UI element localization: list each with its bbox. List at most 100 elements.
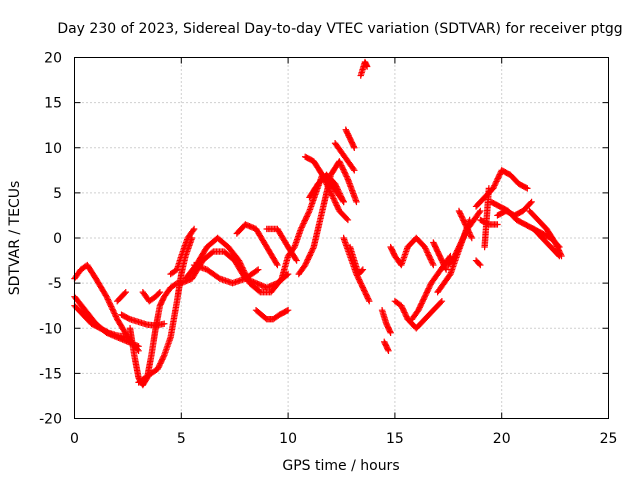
data-point <box>426 253 433 260</box>
data-point <box>277 276 284 284</box>
data-point <box>339 195 346 203</box>
data-point <box>293 257 300 264</box>
data-point <box>340 198 347 206</box>
data-point <box>274 261 281 269</box>
data-point <box>333 184 341 192</box>
data-point <box>528 198 535 206</box>
data-point <box>493 176 501 184</box>
data-point <box>427 256 434 263</box>
series-trace-26 <box>381 338 392 355</box>
data-point <box>438 297 446 305</box>
data-point <box>425 252 432 259</box>
data-point <box>485 185 493 192</box>
series-trace-21 <box>342 126 358 151</box>
data-point <box>301 261 309 269</box>
data-point <box>324 184 332 191</box>
data-point <box>334 204 342 212</box>
data-point <box>429 260 436 267</box>
data-point <box>333 183 340 190</box>
data-point <box>495 172 503 180</box>
data-point <box>253 267 261 274</box>
data-point <box>105 297 112 305</box>
series-trace-14 <box>252 307 292 323</box>
data-point <box>156 288 164 296</box>
data-point <box>108 304 116 312</box>
data-point <box>325 185 333 192</box>
data-point <box>331 198 338 205</box>
data-point <box>337 160 344 168</box>
series-trace-3 <box>71 302 132 341</box>
data-point <box>336 158 343 165</box>
data-point <box>384 346 392 353</box>
data-point <box>110 308 118 316</box>
series-trace-28 <box>391 297 446 332</box>
y-tick-label: 20 <box>44 51 62 67</box>
data-point <box>351 167 358 174</box>
y-tick-label: -10 <box>39 321 62 337</box>
series-trace-12 <box>190 261 262 287</box>
series-trace-24 <box>357 58 371 79</box>
data-point <box>304 210 312 217</box>
data-point <box>333 202 340 209</box>
data-point <box>326 186 333 194</box>
data-point <box>330 195 337 202</box>
data-point <box>365 296 372 304</box>
data-point <box>190 225 198 233</box>
data-point <box>494 221 501 228</box>
data-point <box>304 211 311 219</box>
data-point <box>239 264 246 271</box>
data-point <box>237 261 245 268</box>
data-point <box>122 288 129 296</box>
data-point <box>335 188 343 196</box>
series-trace-33 <box>455 207 475 242</box>
data-point <box>327 189 335 197</box>
data-point <box>161 320 168 327</box>
data-point <box>446 272 453 279</box>
data-point <box>301 217 309 224</box>
data-point <box>353 198 360 206</box>
data-point <box>522 184 530 191</box>
data-point <box>322 178 329 185</box>
data-point <box>160 353 167 360</box>
y-axis-title: SDTVAR / TECUs <box>7 181 23 296</box>
y-tick-label: 0 <box>53 231 62 247</box>
series-trace-25 <box>378 307 394 336</box>
series-trace-8 <box>118 311 168 329</box>
data-point <box>308 247 315 255</box>
data-point <box>386 328 394 335</box>
data-point <box>385 347 392 355</box>
data-point <box>301 218 308 226</box>
x-tick-label: 15 <box>386 431 404 447</box>
data-point <box>363 63 371 70</box>
data-point <box>103 293 110 300</box>
data-point <box>477 261 484 269</box>
data-point <box>121 290 128 297</box>
data-point <box>442 266 450 273</box>
data-point <box>107 301 114 309</box>
data-point <box>524 185 531 192</box>
y-tick-labels: -20 -15 -10 -5 0 5 10 15 20 <box>39 51 62 428</box>
data-point <box>298 224 305 231</box>
data-point <box>284 307 292 314</box>
data-point <box>302 260 310 267</box>
grid-lines <box>74 57 609 419</box>
series-trace-19 <box>306 171 347 206</box>
data-point <box>104 294 111 302</box>
data-point <box>424 249 431 256</box>
data-point <box>493 178 500 185</box>
data-point <box>303 257 311 265</box>
data-point <box>332 182 339 189</box>
data-point <box>104 296 112 303</box>
data-point <box>340 167 348 175</box>
data-points <box>71 58 565 389</box>
data-point <box>324 182 331 190</box>
data-point <box>332 200 340 208</box>
data-point <box>326 188 334 195</box>
data-point <box>442 265 449 272</box>
x-tick-label: 10 <box>279 431 297 447</box>
data-point <box>300 220 307 227</box>
data-point <box>495 174 502 181</box>
data-point <box>490 183 498 191</box>
data-point <box>338 162 345 169</box>
